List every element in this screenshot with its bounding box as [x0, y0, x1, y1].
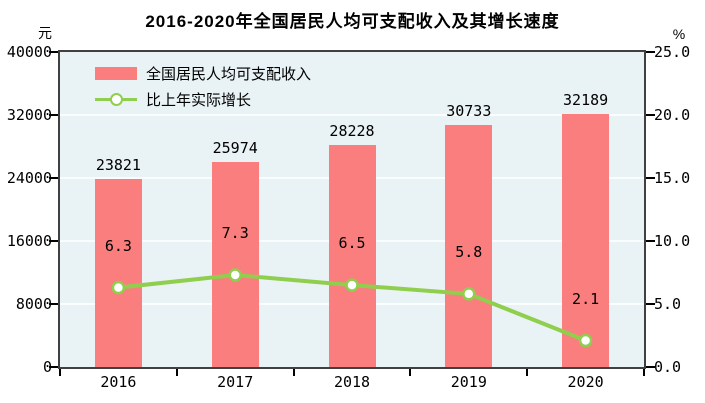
- x-tick: [175, 369, 178, 376]
- legend: 全国居民人均可支配收入 比上年实际增长: [95, 60, 311, 112]
- growth-value-label-2019: 5.8: [455, 242, 483, 261]
- y-axis-label-left-24000: 24000: [6, 169, 52, 187]
- y-tick-left: [49, 303, 58, 305]
- y-tick-right: [646, 303, 655, 305]
- bar-2016: [94, 179, 142, 367]
- bar-value-label-2016: 23821: [95, 156, 141, 175]
- legend-label-income: 全国居民人均可支配收入: [146, 65, 312, 83]
- x-tick: [526, 369, 529, 376]
- x-axis-label-2016: 2016: [100, 373, 137, 391]
- y-axis-label-left-0: 0: [42, 358, 52, 376]
- y-axis-label-right-15.0: 15.0: [654, 169, 691, 187]
- y-tick-left: [49, 114, 58, 116]
- y-axis-unit-right: %: [672, 26, 686, 42]
- y-tick-right: [646, 366, 655, 368]
- growth-marker-2020: [578, 333, 593, 348]
- y-axis-label-left-32000: 32000: [6, 106, 52, 124]
- growth-marker-2018: [345, 278, 359, 292]
- y-tick-left: [49, 366, 58, 368]
- bar-value-label-2018: 28228: [329, 121, 375, 140]
- y-tick-left: [49, 177, 58, 179]
- x-axis-label-2017: 2017: [217, 373, 254, 391]
- y-axis-label-left-40000: 40000: [6, 43, 52, 61]
- y-tick-right: [646, 240, 655, 242]
- y-tick-left: [49, 51, 58, 53]
- y-axis-label-right-5.0: 5.0: [654, 295, 682, 313]
- growth-value-label-2018: 6.5: [338, 234, 366, 253]
- y-tick-left: [49, 240, 58, 242]
- x-tick: [292, 369, 295, 376]
- x-axis-label-2018: 2018: [333, 373, 371, 391]
- chart-title: 2016-2020年全国居民人均可支配收入及其增长速度: [145, 12, 560, 31]
- y-axis-label-left-8000: 8000: [15, 295, 52, 313]
- y-axis-label-right-20.0: 20.0: [654, 106, 691, 124]
- bar-value-label-2019: 30733: [446, 101, 492, 120]
- y-tick-right: [646, 114, 655, 116]
- x-axis-label-2020: 2020: [567, 373, 604, 391]
- growth-marker-2016: [111, 280, 126, 295]
- y-axis-label-right-10.0: 10.0: [654, 232, 691, 250]
- plot-area: 全国居民人均可支配收入 比上年实际增长 23821 25974 28228 30733…: [58, 50, 646, 369]
- legend-label-growth: 比上年实际增长: [146, 91, 252, 109]
- bar-2017: [211, 162, 259, 367]
- y-axis-label-right-25.0: 25.0: [654, 43, 691, 61]
- y-axis-unit-left: 元: [38, 25, 52, 41]
- bar-value-label-2020: 32189: [563, 90, 609, 109]
- y-axis-label-left-16000: 16000: [6, 232, 52, 250]
- growth-marker-2019: [462, 287, 476, 301]
- x-axis-label-2019: 2019: [450, 373, 487, 391]
- legend-item-growth: 比上年实际增长: [95, 86, 311, 112]
- legend-swatch-income-bar: [95, 66, 137, 80]
- legend-marker-dot-icon: [110, 92, 123, 106]
- y-tick-right: [646, 177, 655, 179]
- legend-item-income: 全国居民人均可支配收入: [95, 60, 311, 86]
- x-tick: [409, 369, 412, 376]
- x-tick: [59, 369, 61, 376]
- y-axis-label-right-0.0: 0.0: [654, 358, 682, 376]
- gridline: [60, 114, 644, 116]
- growth-value-label-2016: 6.3: [104, 236, 132, 255]
- growth-value-label-2020: 2.1: [572, 289, 600, 308]
- growth-value-label-2017: 7.3: [221, 224, 249, 243]
- legend-swatch-growth-line: [95, 92, 137, 106]
- bar-2018: [328, 144, 376, 367]
- growth-marker-2017: [228, 268, 242, 282]
- x-tick: [643, 369, 645, 376]
- bar-2019: [445, 124, 493, 367]
- growth-line-chart: [111, 268, 593, 348]
- y-tick-right: [646, 51, 655, 53]
- bar-value-label-2017: 25974: [212, 139, 258, 158]
- bar-2020: [562, 113, 610, 367]
